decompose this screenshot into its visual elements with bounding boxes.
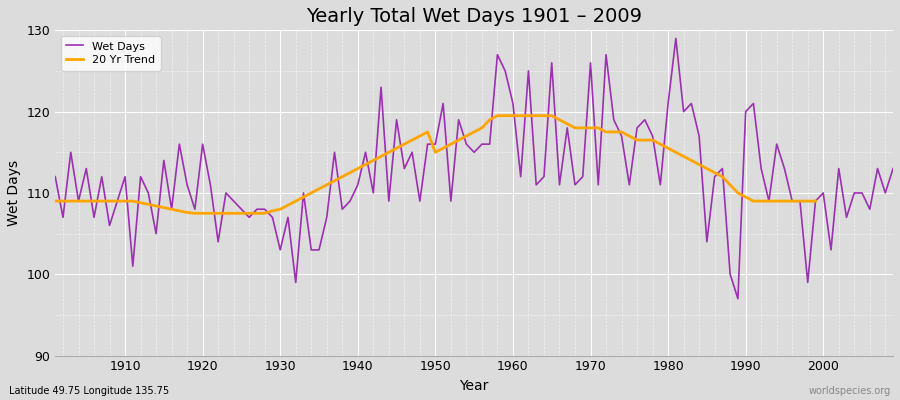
- Wet Days: [887, 166, 898, 171]
- Y-axis label: Wet Days: Wet Days: [7, 160, 21, 226]
- Wet Days: [670, 36, 681, 41]
- 20 Yr Trend: [236, 211, 247, 216]
- Text: worldspecies.org: worldspecies.org: [809, 386, 891, 396]
- Wet Days: [112, 199, 122, 204]
- 20 Yr Trend: [461, 134, 472, 138]
- Line: 20 Yr Trend: 20 Yr Trend: [55, 116, 815, 213]
- Wet Days: [50, 174, 60, 179]
- 20 Yr Trend: [259, 211, 270, 216]
- Wet Days: [329, 150, 340, 155]
- Wet Days: [283, 215, 293, 220]
- 20 Yr Trend: [810, 199, 821, 204]
- Wet Days: [733, 296, 743, 301]
- Wet Days: [600, 52, 611, 57]
- 20 Yr Trend: [492, 113, 503, 118]
- Line: Wet Days: Wet Days: [55, 38, 893, 299]
- 20 Yr Trend: [50, 199, 60, 204]
- X-axis label: Year: Year: [460, 379, 489, 393]
- Legend: Wet Days, 20 Yr Trend: Wet Days, 20 Yr Trend: [61, 36, 160, 70]
- 20 Yr Trend: [437, 146, 448, 151]
- 20 Yr Trend: [291, 199, 302, 204]
- Wet Days: [508, 101, 518, 106]
- 20 Yr Trend: [190, 211, 201, 216]
- Text: Latitude 49.75 Longitude 135.75: Latitude 49.75 Longitude 135.75: [9, 386, 169, 396]
- Wet Days: [500, 68, 510, 73]
- 20 Yr Trend: [662, 146, 673, 151]
- Title: Yearly Total Wet Days 1901 – 2009: Yearly Total Wet Days 1901 – 2009: [306, 7, 642, 26]
